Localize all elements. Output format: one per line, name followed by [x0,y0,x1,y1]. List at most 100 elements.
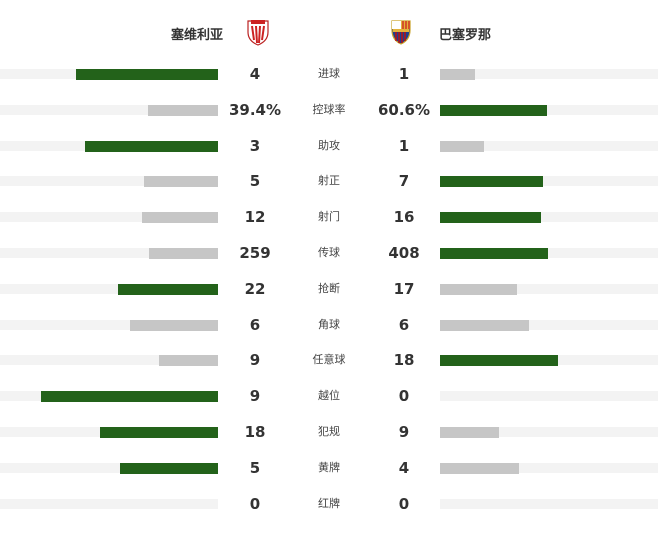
away-bar [440,355,558,367]
away-bar-track [440,212,658,223]
home-bar [159,355,218,367]
away-value: 0 [398,387,410,406]
away-bar-track [440,498,658,509]
stat-label: 越位 [318,389,340,403]
away-value: 6 [398,315,410,334]
away-bar [440,248,549,259]
home-bar-track [0,248,218,258]
home-value: 3 [249,136,261,155]
away-bar-track [440,319,658,330]
stat-label: 黄牌 [318,460,340,474]
away-bar [440,212,542,224]
away-bar [440,462,519,474]
away-bar [440,283,518,295]
stat-row: 5 射正 7 [0,171,660,191]
stat-row: 18 犯规 9 [0,422,660,442]
away-bar-track [440,283,658,294]
away-value: 16 [393,208,415,227]
home-bar-track [0,319,218,330]
stat-label: 角球 [318,317,340,331]
away-bar-track [440,248,658,258]
stat-row: 9 越位 0 [0,386,660,406]
away-value: 17 [393,279,415,298]
away-bar-track [440,140,658,151]
stat-label: 射正 [318,174,340,188]
home-value: 12 [244,208,266,227]
home-value: 4 [249,65,261,83]
away-bar [440,427,499,438]
away-value: 7 [398,172,410,191]
away-value: 60.6% [377,100,431,119]
home-bar-track [0,104,218,115]
home-value: 0 [249,494,261,513]
away-value: 0 [398,494,410,513]
stat-row: 6 角球 6 [0,315,660,335]
away-bar-track [440,104,658,115]
away-value: 9 [398,423,410,441]
away-value: 1 [398,136,410,155]
stat-label: 抢断 [318,281,340,295]
away-value: 408 [388,244,420,262]
away-bar-track [440,69,658,79]
home-bar-track [0,462,218,473]
away-team-name: 巴塞罗那 [439,28,492,43]
away-bar [440,176,544,188]
away-bar [440,69,476,80]
stat-row: 9 任意球 18 [0,350,660,370]
stat-row: 3 助攻 1 [0,136,660,156]
stat-row: 12 射门 16 [0,207,660,227]
stat-label: 红牌 [318,496,340,510]
away-bar-track [440,427,658,437]
home-bar-track [0,283,218,294]
home-bar-track [0,212,218,223]
home-value: 6 [249,315,261,334]
home-bar [142,212,218,224]
home-bar [41,391,218,403]
home-bar [119,462,218,474]
home-bar [144,176,218,188]
home-value: 259 [239,244,271,262]
away-bar [440,140,485,152]
home-value: 5 [249,458,261,477]
home-value: 9 [249,351,261,370]
home-bar [100,427,218,438]
stat-row: 0 红牌 0 [0,494,660,514]
home-bar-track [0,176,218,187]
home-team-name: 塞维利亚 [171,28,224,43]
away-bar [440,104,548,116]
away-value: 18 [393,351,415,370]
home-bar [118,283,218,295]
stat-label: 犯规 [318,425,340,438]
home-value: 22 [244,279,266,298]
home-bar [149,248,218,259]
home-bar [148,104,218,116]
home-value: 18 [244,423,266,441]
away-bar-track [440,462,658,473]
home-bar [85,140,218,152]
stat-label: 任意球 [312,353,346,367]
away-bar-track [440,391,658,402]
stat-label: 传球 [318,246,340,259]
home-value: 9 [249,387,261,406]
home-value: 5 [249,172,261,191]
stat-label: 控球率 [312,102,346,116]
home-value: 39.4% [228,100,282,119]
home-bar-track [0,498,218,509]
home-bar-track [0,355,218,366]
stat-row: 4 进球 1 [0,64,660,84]
barcelona-badge-icon [391,20,411,45]
home-bar [129,319,218,331]
away-bar [440,319,529,331]
home-bar [76,69,218,80]
stat-row: 5 黄牌 4 [0,458,660,478]
stat-row: 22 抢断 17 [0,279,660,299]
away-bar-track [440,176,658,187]
away-value: 4 [398,458,410,477]
stat-label: 进球 [318,67,340,80]
stat-label: 射门 [318,210,340,224]
stat-label: 助攻 [318,138,340,152]
sevilla-badge-icon [247,20,269,46]
stat-row: 259 传球 408 [0,243,660,263]
away-value: 1 [398,65,410,83]
stat-row: 39.4% 控球率 60.6% [0,100,660,120]
